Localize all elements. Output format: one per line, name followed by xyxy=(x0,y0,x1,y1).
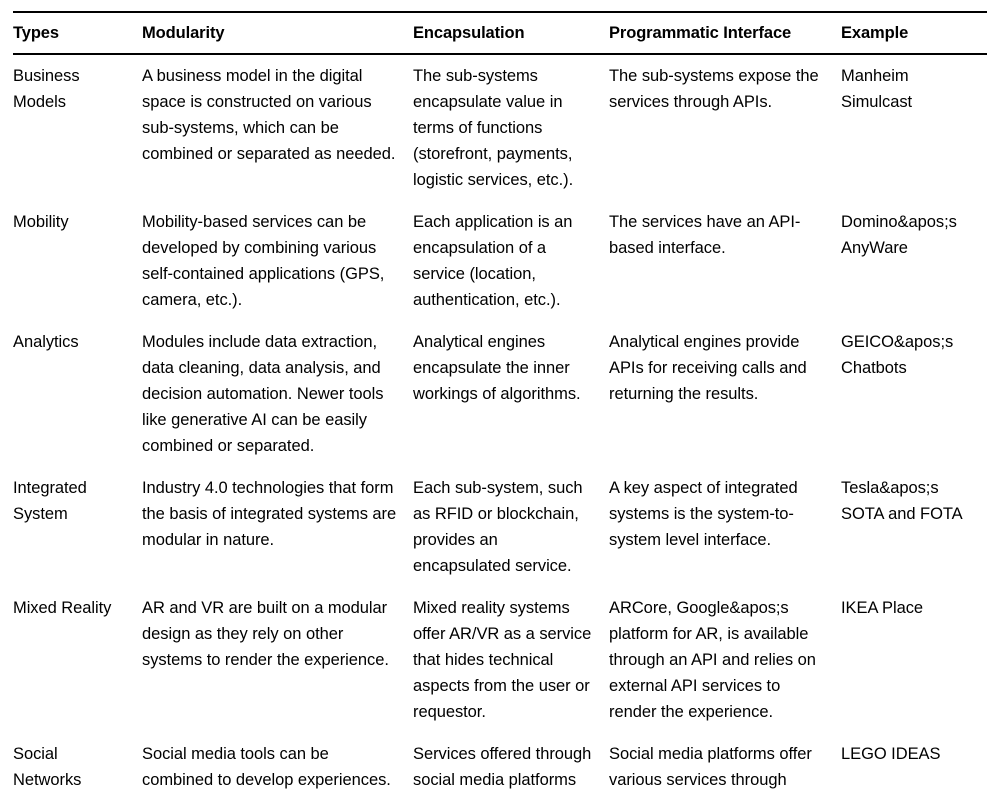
cell-encapsulation: Each application is an encapsulation of … xyxy=(413,213,573,309)
cell-example: Manheim Simulcast xyxy=(841,67,913,111)
cell-type: Analytics xyxy=(13,333,79,351)
column-header-programmatic-interface: Programmatic Interface xyxy=(609,11,841,55)
table-row: Mobility Mobility-based services can be … xyxy=(13,201,987,321)
cell-type: Social Networks xyxy=(13,733,142,796)
cell-modularity: Social media tools can be combined to de… xyxy=(142,733,413,796)
comparison-table: Types Modularity Encapsulation Programma… xyxy=(13,11,987,796)
cell-programmatic-interface: Analytical engines provide APIs for rece… xyxy=(609,333,807,403)
cell-encapsulation: Analytical engines encapsulate the inner… xyxy=(413,333,581,403)
table-row: Business Models A business model in the … xyxy=(13,54,987,201)
table-container: Types Modularity Encapsulation Programma… xyxy=(13,11,987,796)
cell-programmatic-interface: The services have an API-based interface… xyxy=(609,213,801,257)
table-row: Mixed Reality AR and VR are built on a m… xyxy=(13,587,987,733)
cell-example: IKEA Place xyxy=(841,599,924,617)
cell-type: Mixed Reality xyxy=(13,599,112,617)
cell-modularity: Mobility-based services can be developed… xyxy=(142,213,385,309)
column-header-modularity: Modularity xyxy=(142,11,413,55)
cell-type: Business Models xyxy=(13,67,80,111)
cell-modularity: Modules include data extraction, data cl… xyxy=(142,333,384,455)
cell-example: LEGO IDEAS xyxy=(841,733,987,796)
cell-encapsulation: The sub-systems encapsulate value in ter… xyxy=(413,67,574,189)
table-row: Social Networks Social media tools can b… xyxy=(13,733,987,796)
cell-encapsulation: Services offered through social media pl… xyxy=(413,733,609,796)
cell-encapsulation: Mixed reality systems offer AR/VR as a s… xyxy=(413,599,592,721)
table-row: Integrated System Industry 4.0 technolog… xyxy=(13,467,987,587)
cell-type: Mobility xyxy=(13,213,69,231)
cell-type: Integrated System xyxy=(13,479,87,523)
cell-example: Domino&apos;s AnyWare xyxy=(841,213,957,257)
table-row: Analytics Modules include data extractio… xyxy=(13,321,987,467)
cell-programmatic-interface: ARCore, Google&apos;s platform for AR, i… xyxy=(609,599,816,721)
cell-modularity: Industry 4.0 technologies that form the … xyxy=(142,479,397,549)
cell-modularity: A business model in the digital space is… xyxy=(142,67,396,163)
table-header: Types Modularity Encapsulation Programma… xyxy=(13,11,987,55)
table-body: Business Models A business model in the … xyxy=(13,54,987,796)
cell-example: GEICO&apos;s Chatbots xyxy=(841,333,954,377)
cell-example: Tesla&apos;s SOTA and FOTA xyxy=(841,479,963,523)
cell-encapsulation: Each sub-system, such as RFID or blockch… xyxy=(413,479,583,575)
cell-programmatic-interface: A key aspect of integrated systems is th… xyxy=(609,479,798,549)
table-header-row: Types Modularity Encapsulation Programma… xyxy=(13,11,987,55)
column-header-types: Types xyxy=(13,11,142,55)
cell-modularity: AR and VR are built on a modular design … xyxy=(142,599,389,669)
column-header-encapsulation: Encapsulation xyxy=(413,11,609,55)
column-header-example: Example xyxy=(841,11,987,55)
cell-programmatic-interface: Social media platforms offer various ser… xyxy=(609,733,841,796)
cell-programmatic-interface: The sub-systems expose the services thro… xyxy=(609,67,819,111)
